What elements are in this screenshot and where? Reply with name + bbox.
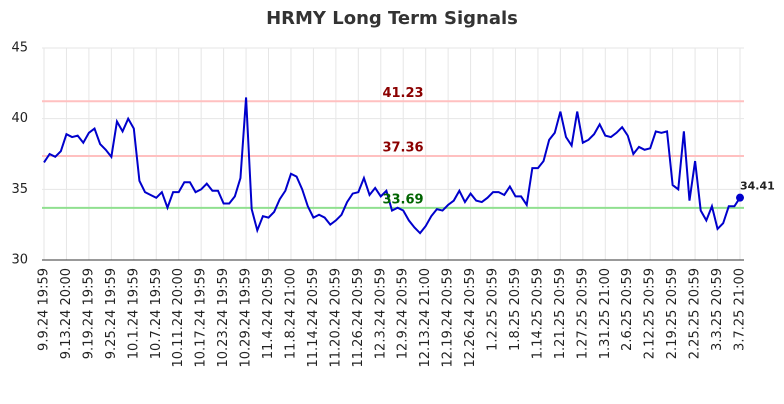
price-line: [43, 97, 741, 235]
x-tick-label: 12.26.24 20:59: [463, 268, 478, 368]
chart-title: HRMY Long Term Signals: [266, 8, 518, 29]
x-tick-label: 11.4.24 20:59: [261, 268, 276, 359]
x-tick-label: 10.17.24 19:59: [194, 268, 209, 368]
y-tick-label: 35: [11, 182, 28, 197]
x-tick-label: 9.9.24 19:59: [37, 268, 52, 351]
x-tick-label: 12.9.24 20:59: [396, 268, 411, 359]
x-tick-label: 1.14.25 20:59: [530, 268, 545, 359]
last-value-label: 34.41: [740, 180, 775, 193]
x-tick-label: 2.6.25 20:59: [620, 268, 635, 351]
x-tick-label: 11.14.24 20:59: [306, 268, 321, 368]
x-tick-label: 1.21.25 20:59: [553, 268, 568, 359]
x-tick-label: 2.12.25 20:59: [643, 268, 658, 359]
x-tick-label: 12.13.24 21:00: [418, 268, 433, 368]
x-tick-label: 10.29.24 19:59: [239, 268, 254, 368]
x-tick-label: 1.8.25 20:59: [508, 268, 523, 351]
x-tick-label: 11.20.24 20:59: [328, 268, 343, 368]
x-tick-label: 1.31.25 21:00: [598, 268, 613, 359]
x-tick-label: 10.23.24 19:59: [216, 268, 231, 368]
signal-label: 41.23: [382, 86, 423, 101]
last-point: [736, 193, 744, 202]
x-tick-label: 1.27.25 20:59: [575, 268, 590, 359]
x-tick-label: 2.25.25 20:59: [688, 268, 703, 359]
signal-label: 37.36: [382, 140, 423, 155]
x-tick-label: 1.2.25 20:59: [486, 268, 501, 351]
x-tick-label: 2.19.25 20:59: [665, 268, 680, 359]
x-tick-label: 11.8.24 21:00: [283, 268, 298, 359]
x-tick-label: 10.11.24 20:00: [171, 268, 186, 368]
x-tick-label: 11.26.24 20:59: [351, 268, 366, 368]
x-tick-label: 9.19.24 19:59: [81, 268, 96, 359]
x-tick-label: 9.25.24 19:59: [104, 268, 119, 359]
signal-label: 33.69: [382, 192, 423, 207]
x-tick-label: 10.1.24 19:59: [126, 268, 141, 359]
x-tick-label: 3.3.25 20:59: [710, 268, 725, 351]
x-tick-label: 10.7.24 19:59: [149, 268, 164, 359]
x-tick-label: 12.19.24 20:59: [441, 268, 456, 368]
y-tick-label: 45: [11, 41, 28, 56]
x-tick-label: 3.7.25 21:00: [733, 268, 748, 351]
x-tick-label: 9.13.24 20:00: [59, 268, 74, 359]
x-tick-label: 12.3.24 20:59: [373, 268, 388, 359]
y-tick-label: 30: [11, 253, 28, 268]
y-tick-label: 40: [11, 111, 28, 126]
